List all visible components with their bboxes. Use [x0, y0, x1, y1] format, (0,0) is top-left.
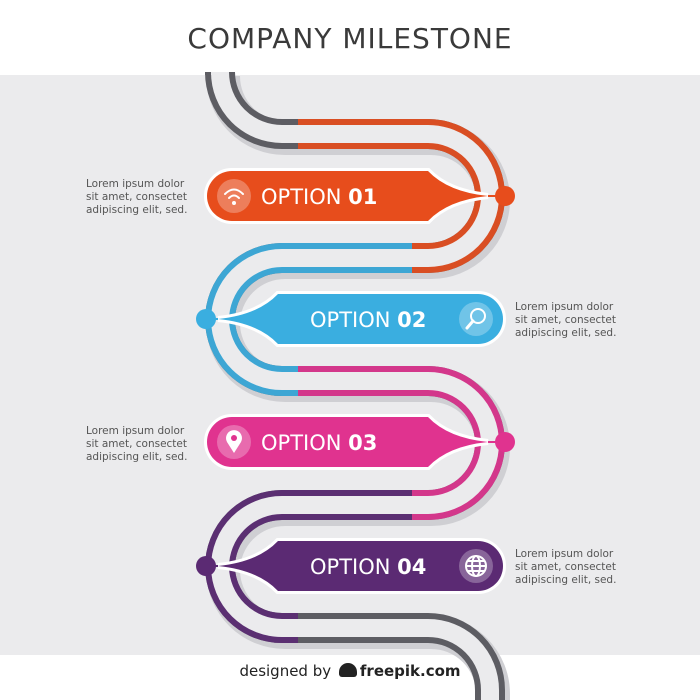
milestone-01: OPTION 01	[204, 168, 515, 224]
credit-footer: designed by freepik.com	[0, 662, 700, 680]
marker-dot-03	[495, 432, 515, 452]
marker-dot-01	[495, 186, 515, 206]
description-01-line-2: sit amet, consectet	[86, 191, 188, 203]
page-title: COMPANY MILESTONE	[187, 22, 513, 55]
description-04: Lorem ipsum dolor sit amet, consectet ad…	[515, 548, 635, 587]
banner-number-03: 03	[348, 431, 377, 455]
banner-03	[207, 417, 488, 467]
banner-label-02: OPTION 02	[310, 308, 426, 332]
banner-label-04: OPTION 04	[310, 555, 426, 579]
credit-prefix: designed by	[239, 662, 332, 680]
banner-label-03: OPTION 03	[261, 431, 377, 455]
description-02-line-2: sit amet, consectet	[515, 314, 617, 326]
description-02-line-1: Lorem ipsum dolor	[515, 301, 614, 313]
location-pin-icon	[226, 430, 242, 453]
milestone-02: OPTION 02	[196, 291, 506, 347]
banner-number-04: 04	[397, 555, 426, 579]
banner-01	[207, 171, 488, 221]
description-02: Lorem ipsum dolor sit amet, consectet ad…	[515, 301, 635, 340]
icon-badge-02	[459, 302, 493, 336]
freepik-logo-icon	[338, 663, 357, 677]
banner-word-01: OPTION	[261, 185, 348, 209]
description-01: Lorem ipsum dolor sit amet, consectet ad…	[86, 178, 206, 217]
marker-dot-02	[196, 309, 216, 329]
banner-number-02: 02	[397, 308, 426, 332]
search-icon	[465, 308, 486, 330]
milestone-04: OPTION 04	[196, 538, 506, 594]
description-03-line-3: adipiscing elit, sed.	[86, 451, 188, 463]
description-03: Lorem ipsum dolor sit amet, consectet ad…	[86, 425, 206, 464]
description-01-line-1: Lorem ipsum dolor	[86, 178, 185, 190]
banner-word-03: OPTION	[261, 431, 348, 455]
banner-label-01: OPTION 01	[261, 185, 377, 209]
banner-word-02: OPTION	[310, 308, 397, 332]
description-04-line-2: sit amet, consectet	[515, 561, 617, 573]
banner-word-04: OPTION	[310, 555, 397, 579]
description-03-line-1: Lorem ipsum dolor	[86, 425, 185, 437]
credit-brand: freepik.com	[359, 662, 461, 680]
description-02-line-3: adipiscing elit, sed.	[515, 327, 617, 339]
description-04-line-3: adipiscing elit, sed.	[515, 574, 617, 586]
banner-02	[218, 294, 503, 344]
banner-04	[218, 541, 503, 591]
description-01-line-3: adipiscing elit, sed.	[86, 204, 188, 216]
globe-icon	[465, 555, 487, 577]
banner-number-01: 01	[348, 185, 377, 209]
description-04-line-1: Lorem ipsum dolor	[515, 548, 614, 560]
description-03-line-2: sit amet, consectet	[86, 438, 188, 450]
marker-dot-04	[196, 556, 216, 576]
wifi-icon	[224, 188, 244, 205]
milestone-03: OPTION 03	[204, 414, 515, 470]
